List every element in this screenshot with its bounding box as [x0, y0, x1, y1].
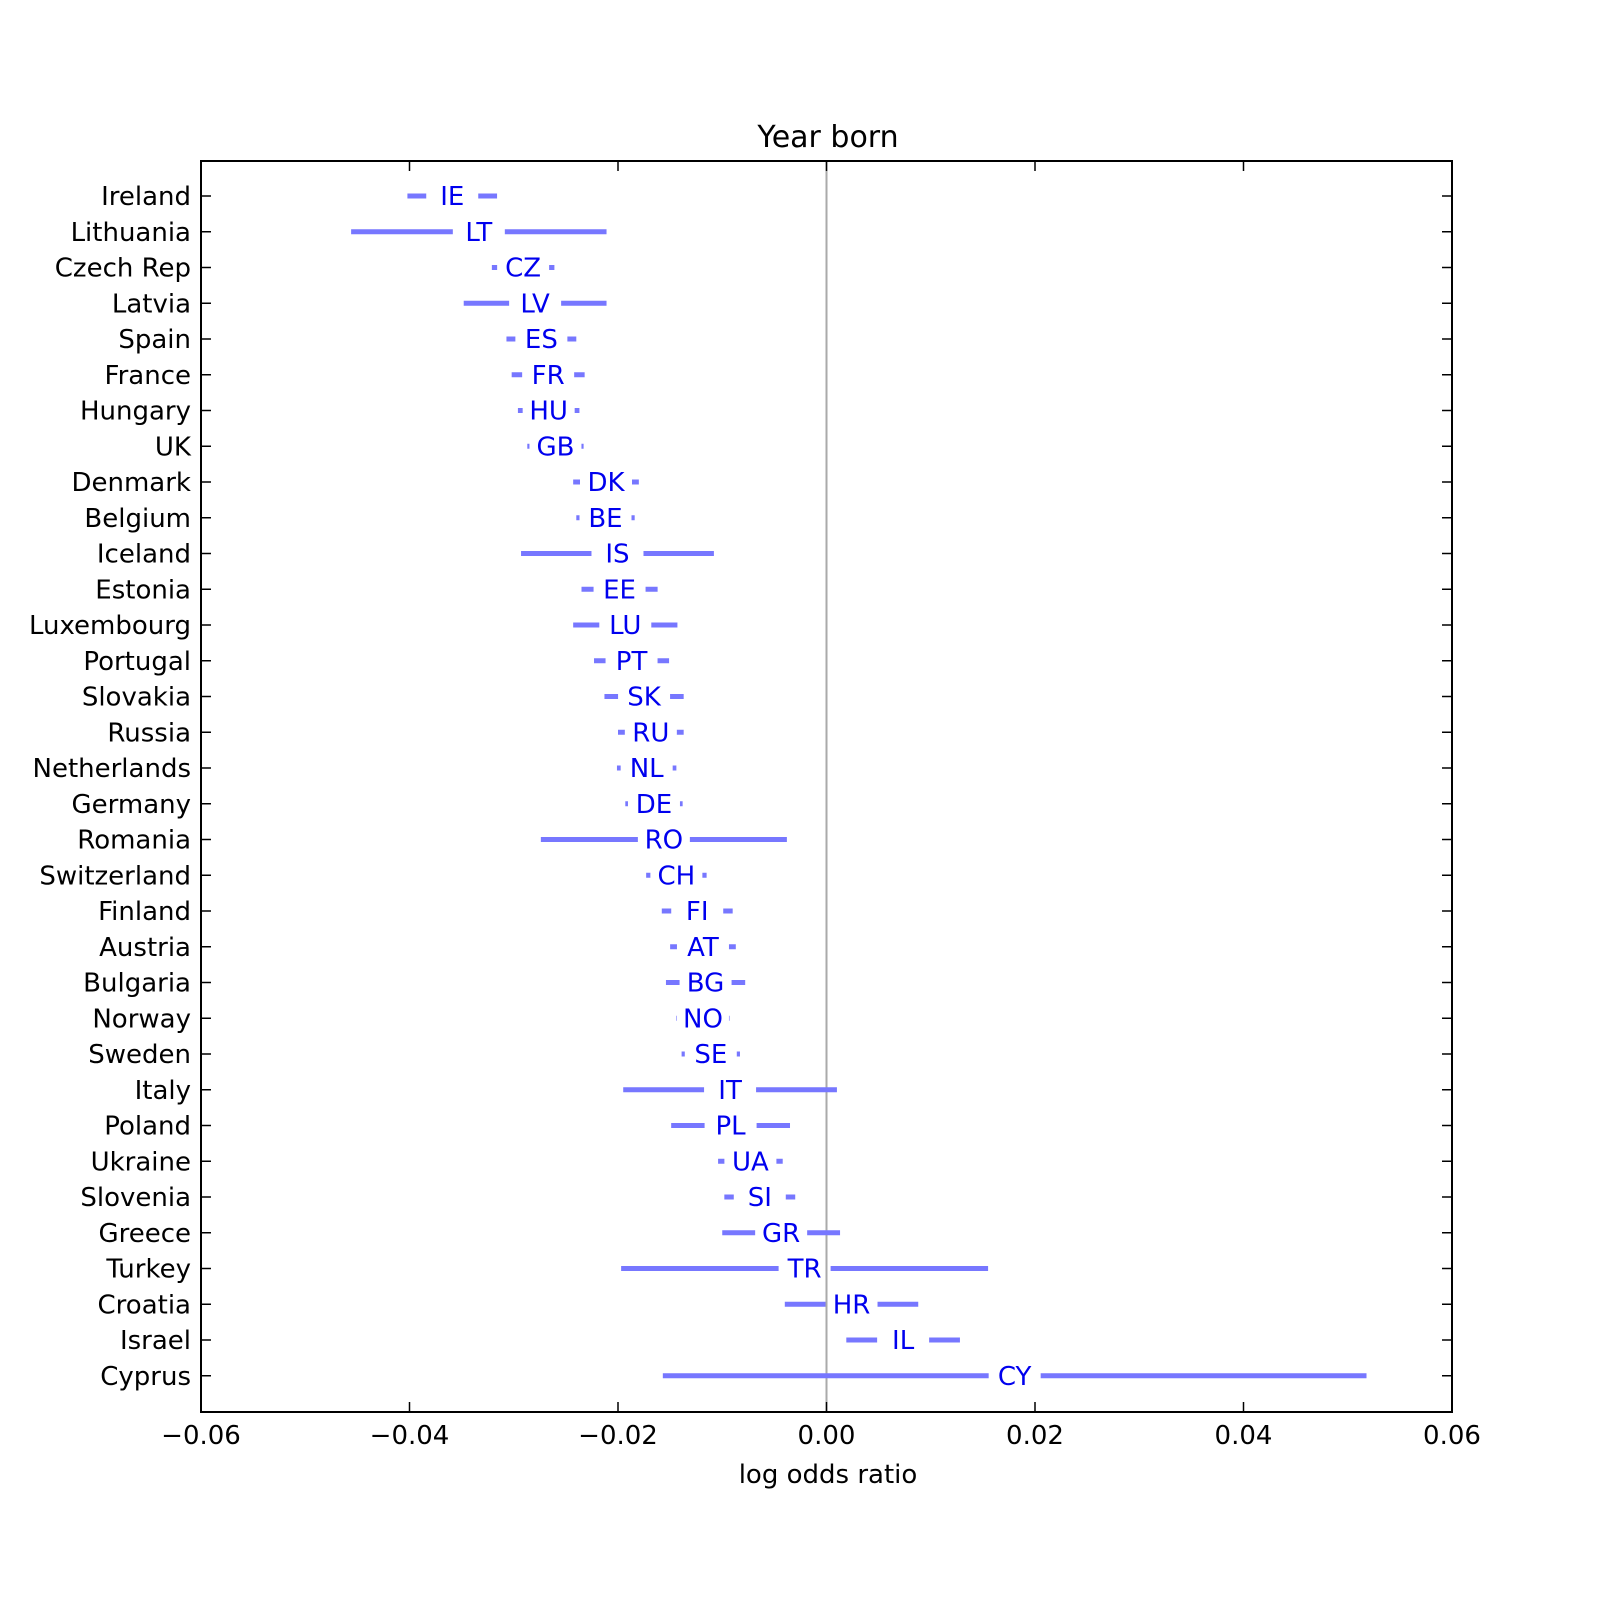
- x-tick-label: 0.02: [1006, 1421, 1064, 1451]
- x-tick-label: 0.06: [1423, 1421, 1481, 1451]
- y-tick-label: Poland: [104, 1112, 191, 1142]
- point-label: TR: [787, 1255, 822, 1285]
- x-tick-label: 0.00: [798, 1421, 856, 1451]
- point-label: DK: [587, 468, 625, 498]
- point-label: DE: [636, 790, 672, 820]
- y-tick-label: Germany: [71, 790, 191, 820]
- y-tick-label: Luxembourg: [29, 611, 191, 641]
- x-axis-label: log odds ratio: [739, 1460, 918, 1490]
- x-tick-label: 0.04: [1215, 1421, 1273, 1451]
- point-label: HU: [529, 397, 568, 427]
- y-tick-label: Slovakia: [82, 683, 191, 713]
- point-label: GB: [536, 432, 574, 462]
- y-tick-label: Croatia: [98, 1290, 191, 1320]
- x-tick-label: −0.04: [370, 1421, 450, 1451]
- y-tick-label: Turkey: [105, 1255, 191, 1285]
- y-tick-label: Slovenia: [80, 1183, 191, 1213]
- y-tick-label: Belgium: [84, 504, 191, 534]
- point-label: LU: [609, 611, 641, 641]
- y-tick-label: Portugal: [83, 647, 191, 677]
- y-tick-label: UK: [155, 432, 192, 462]
- y-tick-label: Ireland: [101, 182, 191, 212]
- chart-title: Year born: [756, 120, 898, 155]
- point-label: EE: [603, 575, 636, 605]
- y-tick-label: Greece: [98, 1219, 191, 1249]
- y-tick-label: Czech Rep: [55, 254, 191, 284]
- y-tick-label: Israel: [120, 1326, 191, 1356]
- x-tick-label: −0.02: [578, 1421, 658, 1451]
- point-label: NL: [630, 754, 664, 784]
- y-tick-label: Latvia: [112, 289, 191, 319]
- y-tick-label: Switzerland: [39, 861, 191, 891]
- point-label: AT: [687, 933, 719, 963]
- y-tick-label: Ukraine: [91, 1147, 191, 1177]
- point-label: FI: [686, 897, 709, 927]
- point-label: SE: [694, 1040, 727, 1070]
- y-tick-label: Finland: [98, 897, 191, 927]
- y-tick-label: Cyprus: [100, 1362, 191, 1392]
- y-tick-label: Spain: [118, 325, 191, 355]
- plot-area: IE Ireland LT Lithuania CZ Czech Rep LV Latvia E…: [29, 160, 1481, 1451]
- point-label: CZ: [505, 254, 541, 284]
- y-tick-label: Norway: [92, 1004, 191, 1034]
- point-label: PL: [716, 1112, 747, 1142]
- point-label: PT: [616, 647, 648, 677]
- plot-frame: [200, 160, 1453, 1413]
- y-tick-label: Estonia: [95, 575, 191, 605]
- y-tick-label: Sweden: [88, 1040, 191, 1070]
- point-label: SI: [748, 1183, 772, 1213]
- point-label: IS: [605, 540, 629, 570]
- point-label: IL: [892, 1326, 915, 1356]
- y-tick-label: Bulgaria: [83, 969, 191, 999]
- point-label: GR: [762, 1219, 800, 1249]
- point-label: FR: [532, 361, 565, 391]
- y-tick-label: Austria: [99, 933, 191, 963]
- point-label: LT: [465, 218, 492, 248]
- point-label: RO: [645, 826, 684, 856]
- point-label: BE: [588, 504, 622, 534]
- y-tick-label: Denmark: [71, 468, 191, 498]
- point-label: UA: [732, 1147, 769, 1177]
- x-tick-label: −0.06: [161, 1421, 241, 1451]
- y-tick-label: France: [105, 361, 191, 391]
- point-label: CY: [998, 1362, 1032, 1392]
- point-label: IE: [440, 182, 464, 212]
- point-label: CH: [658, 861, 696, 891]
- point-label: SK: [627, 683, 662, 713]
- y-tick-label: Russia: [107, 718, 191, 748]
- y-tick-label: Hungary: [80, 397, 191, 427]
- y-tick-label: Lithuania: [71, 218, 191, 248]
- y-tick-label: Netherlands: [33, 754, 192, 784]
- point-label: RU: [632, 718, 669, 748]
- point-label: BG: [687, 969, 725, 999]
- point-label: LV: [520, 289, 550, 319]
- point-label: NO: [683, 1004, 723, 1034]
- y-tick-label: Romania: [77, 826, 191, 856]
- point-label: ES: [525, 325, 558, 355]
- y-tick-label: Italy: [135, 1076, 191, 1106]
- y-tick-label: Iceland: [97, 540, 191, 570]
- point-label: HR: [833, 1290, 871, 1320]
- point-label: IT: [718, 1076, 742, 1106]
